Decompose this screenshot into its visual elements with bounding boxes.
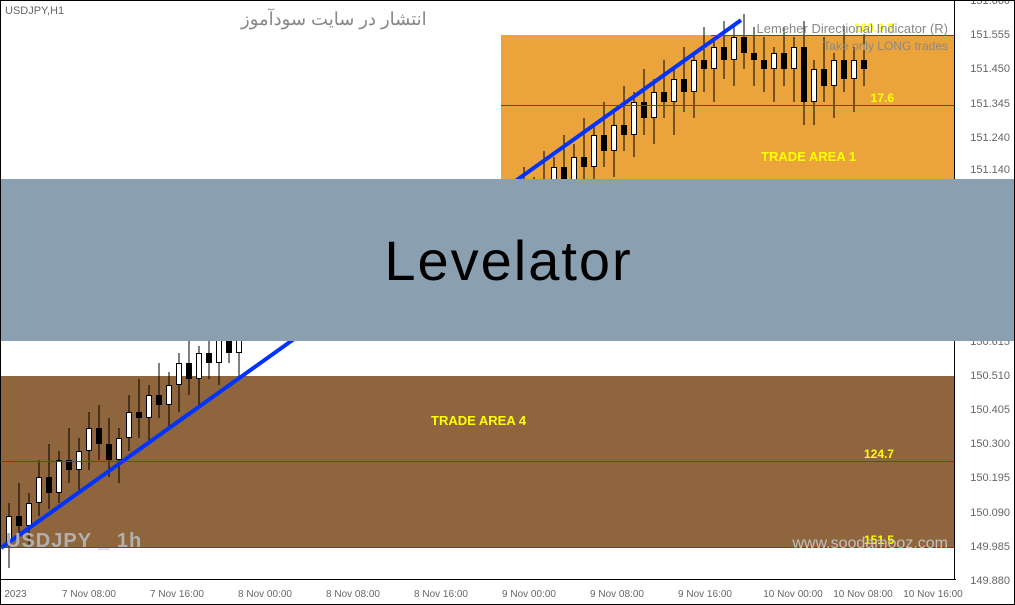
candlestick: [831, 53, 837, 118]
candlestick: [791, 37, 797, 102]
candlestick: [156, 363, 162, 418]
candlestick: [46, 444, 52, 509]
x-tick: 8 Nov 16:00: [414, 589, 468, 600]
candlestick: [841, 27, 847, 92]
candlestick: [56, 451, 62, 503]
trade-zone-label: TRADE AREA 4: [431, 413, 526, 428]
candlestick: [701, 27, 707, 92]
candlestick: [66, 428, 72, 483]
x-tick: 7 Nov 16:00: [150, 589, 204, 600]
candlestick: [811, 60, 817, 125]
x-tick: 10 Nov 00:00: [763, 589, 823, 600]
y-tick: 151.660: [970, 0, 1010, 7]
x-tick: 8 Nov 08:00: [326, 589, 380, 600]
watermark-persian: انتشار در سایت سودآموز: [241, 9, 427, 30]
candlestick: [711, 37, 717, 102]
level-label: 17.6: [871, 91, 894, 105]
x-axis: 7 Nov 2023 7 Nov 08:00 7 Nov 16:00 8 Nov 00…: [1, 579, 956, 604]
x-tick: 9 Nov 08:00: [590, 589, 644, 600]
y-tick: 149.880: [970, 575, 1010, 587]
x-tick: 9 Nov 00:00: [502, 589, 556, 600]
x-tick: 10 Nov 16:00: [903, 589, 963, 600]
indicator-name: Lemeher Directional Indicator (R): [757, 21, 948, 36]
candlestick: [166, 372, 172, 427]
y-tick: 151.450: [970, 63, 1010, 75]
symbol-label: USDJPY,H1: [5, 5, 64, 17]
candlestick: [601, 102, 607, 167]
y-tick: 149.985: [970, 541, 1010, 553]
y-tick: 151.240: [970, 132, 1010, 144]
candlestick: [126, 395, 132, 450]
candlestick: [116, 428, 122, 483]
candlestick: [771, 47, 777, 102]
candlestick: [76, 438, 82, 493]
title-overlay: Levelator: [1, 179, 1015, 341]
y-tick: 151.140: [970, 164, 1010, 176]
candlestick: [651, 79, 657, 144]
x-tick: 10 Nov 08:00: [833, 589, 893, 600]
candlestick: [661, 60, 667, 119]
x-tick: 8 Nov 00:00: [238, 589, 292, 600]
candlestick: [671, 69, 677, 134]
y-tick: 151.345: [970, 98, 1010, 110]
x-tick: 7 Nov 08:00: [62, 589, 116, 600]
candlestick: [16, 483, 22, 535]
candlestick: [176, 353, 182, 412]
candlestick: [186, 340, 192, 395]
site-url-label: www.soodamooz.com: [792, 535, 948, 553]
x-tick: 7 Nov 2023: [0, 589, 27, 600]
y-tick: 150.300: [970, 438, 1010, 450]
trade-zone-label: TRADE AREA 1: [761, 149, 856, 164]
candlestick: [761, 37, 767, 92]
y-tick: 150.510: [970, 370, 1010, 382]
candlestick: [36, 460, 42, 515]
candlestick: [741, 14, 747, 69]
x-tick: 9 Nov 16:00: [678, 589, 732, 600]
candlestick: [641, 69, 647, 134]
candlestick: [851, 47, 857, 112]
trade-zone: [501, 35, 956, 202]
candlestick: [621, 86, 627, 151]
trade-direction-label: Take only LONG trades: [823, 39, 948, 53]
candlestick: [196, 346, 202, 405]
y-tick: 150.090: [970, 507, 1010, 519]
y-tick: 151.555: [970, 29, 1010, 41]
candlestick: [611, 112, 617, 177]
y-tick: 150.195: [970, 472, 1010, 484]
title-text: Levelator: [384, 228, 632, 293]
candlestick: [96, 405, 102, 460]
level-line: [1, 461, 956, 462]
candlestick: [136, 379, 142, 438]
candlestick: [146, 385, 152, 444]
y-tick: 150.405: [970, 404, 1010, 416]
chart-container: USDJPY,H1 TRADE AREA 1TRADE AREA 4160.9 …: [0, 0, 1015, 605]
candlestick: [631, 92, 637, 157]
candlestick: [691, 53, 697, 118]
bottom-symbol-label: USDJPY _ 1h: [6, 530, 142, 553]
level-line: [501, 105, 956, 106]
level-label: 124.7: [864, 447, 894, 461]
